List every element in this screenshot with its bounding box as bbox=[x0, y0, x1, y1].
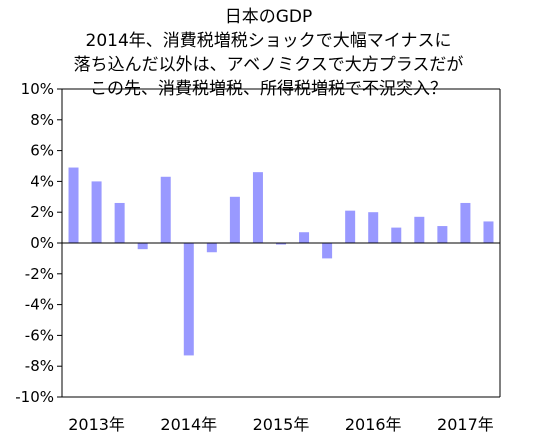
y-tick-label: -6% bbox=[25, 326, 54, 344]
bar-2013-q2 bbox=[91, 181, 102, 243]
y-tick-label: -2% bbox=[25, 265, 54, 283]
bar-2014-q1 bbox=[160, 176, 171, 243]
title-line-3: 落ち込んだ以外は、アベノミクスで大方プラスだが bbox=[73, 55, 464, 75]
bar-2013-q4 bbox=[137, 243, 148, 250]
title-line-1: 日本のGDP bbox=[224, 7, 313, 27]
y-tick-label: 2% bbox=[30, 203, 54, 221]
y-tick-label: 4% bbox=[30, 172, 54, 190]
y-tick-label: 8% bbox=[30, 111, 54, 129]
bar-2016-q1 bbox=[345, 210, 356, 243]
title-line-2: 2014年、消費税増税ショックで大幅マイナスに bbox=[85, 31, 452, 51]
x-tick-label: 2017年 bbox=[437, 415, 494, 434]
bar-2013-q3 bbox=[114, 202, 125, 243]
bar-2016-q2 bbox=[368, 212, 379, 243]
bar-2016-q3 bbox=[391, 227, 402, 243]
bar-2015-q2 bbox=[276, 243, 286, 245]
bar-2017-q3 bbox=[483, 221, 494, 243]
bar-2015-q4 bbox=[322, 243, 333, 259]
bar-2016-q4 bbox=[414, 216, 425, 243]
bar-2017-q1 bbox=[437, 226, 448, 243]
y-tick-label: 6% bbox=[30, 142, 54, 160]
x-tick-label: 2016年 bbox=[345, 415, 402, 434]
bar-2014-q4 bbox=[229, 196, 240, 243]
bar-2014-q3 bbox=[206, 243, 217, 253]
bar-2015-q3 bbox=[299, 232, 310, 243]
y-tick-label: -4% bbox=[25, 296, 54, 314]
x-tick-label: 2013年 bbox=[68, 415, 125, 434]
y-tick-label: -8% bbox=[25, 357, 54, 375]
bar-2017-q2 bbox=[460, 202, 471, 243]
y-tick-label: 0% bbox=[30, 234, 54, 252]
x-tick-label: 2014年 bbox=[160, 415, 217, 434]
bar-2015-q1 bbox=[252, 172, 263, 243]
bar-2013-q1 bbox=[68, 167, 79, 243]
y-tick-label: 10% bbox=[21, 80, 54, 98]
y-tick-label: -10% bbox=[15, 388, 54, 406]
bar-2014-q2 bbox=[183, 243, 194, 356]
x-tick-label: 2015年 bbox=[253, 415, 310, 434]
